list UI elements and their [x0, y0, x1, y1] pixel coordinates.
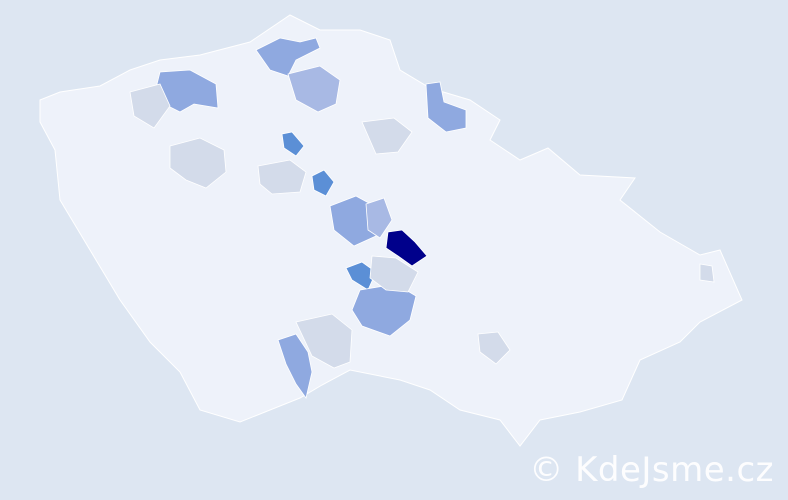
district-medium-6[interactable]	[425, 81, 467, 133]
district-lowest-18[interactable]	[477, 331, 511, 365]
district-lowest-15[interactable]	[295, 313, 353, 369]
district-high-1[interactable]	[311, 169, 335, 197]
district-lowest-14[interactable]	[361, 117, 413, 155]
country-outline	[39, 14, 743, 447]
district-lowest-19[interactable]	[699, 263, 715, 283]
district-low-11[interactable]	[365, 197, 393, 239]
district-low-10[interactable]	[287, 65, 341, 113]
district-medium-4[interactable]	[255, 37, 321, 77]
district-lowest-13[interactable]	[257, 159, 307, 195]
district-highest-0[interactable]	[385, 229, 428, 267]
district-lowest-12[interactable]	[169, 137, 227, 189]
district-lowest-16[interactable]	[369, 255, 419, 293]
district-high-2[interactable]	[281, 131, 305, 157]
district-lowest-17[interactable]	[129, 83, 171, 129]
watermark: © KdeJsme.cz	[529, 450, 774, 490]
district-high-3[interactable]	[345, 261, 377, 291]
district-medium-9[interactable]	[277, 333, 313, 399]
